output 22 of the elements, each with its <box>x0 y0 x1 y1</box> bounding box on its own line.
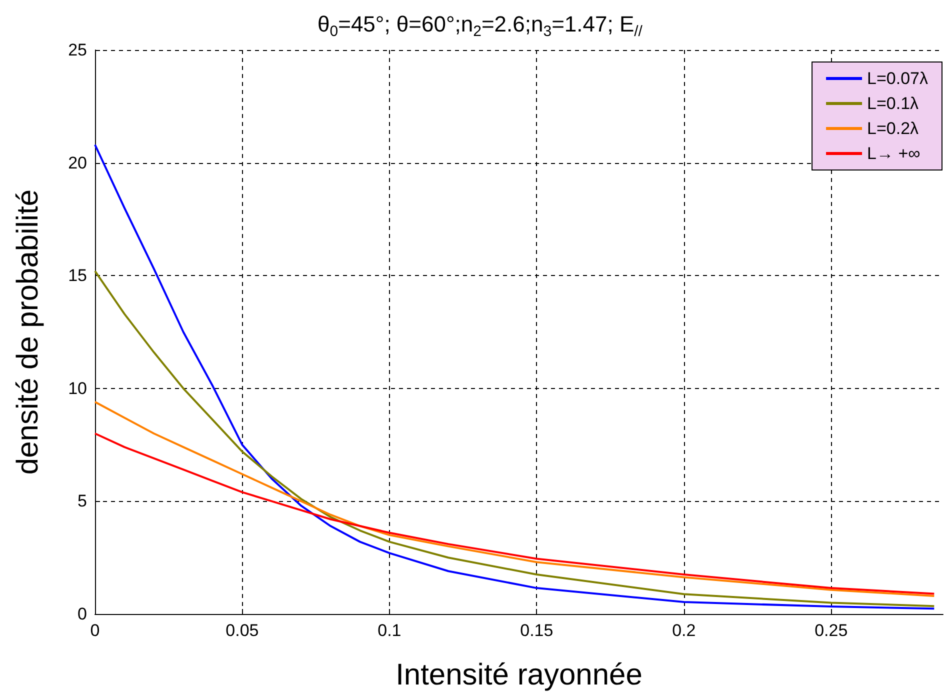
y-tick-label: 5 <box>78 492 87 511</box>
y-tick-label: 10 <box>68 378 87 398</box>
x-tick-label: 0.1 <box>378 621 402 640</box>
x-tick-label: 0 <box>90 621 100 640</box>
line-series <box>94 144 936 610</box>
line-series <box>94 270 936 608</box>
x-tick-label: 0.25 <box>814 621 848 640</box>
legend-label: L→ +∞ <box>867 144 920 163</box>
x-tick-label: 0.05 <box>226 621 259 640</box>
x-axis-title: Intensité rayonnée <box>396 658 642 692</box>
line-series <box>94 400 936 597</box>
y-tick-label: 20 <box>68 153 87 172</box>
x-tick-label: 0.2 <box>672 621 696 640</box>
line-series <box>94 432 936 595</box>
y-tick-label: 0 <box>78 604 87 624</box>
legend-label: L=0.2λ <box>867 119 920 138</box>
legend-label: L=0.07λ <box>867 69 928 88</box>
y-tick-label: 15 <box>68 266 87 286</box>
y-axis-title: densité de probabilité <box>12 189 44 475</box>
y-tick-label: 25 <box>68 40 87 60</box>
legend-label: L=0.1λ <box>867 94 920 113</box>
x-tick-label: 0.15 <box>520 621 554 640</box>
